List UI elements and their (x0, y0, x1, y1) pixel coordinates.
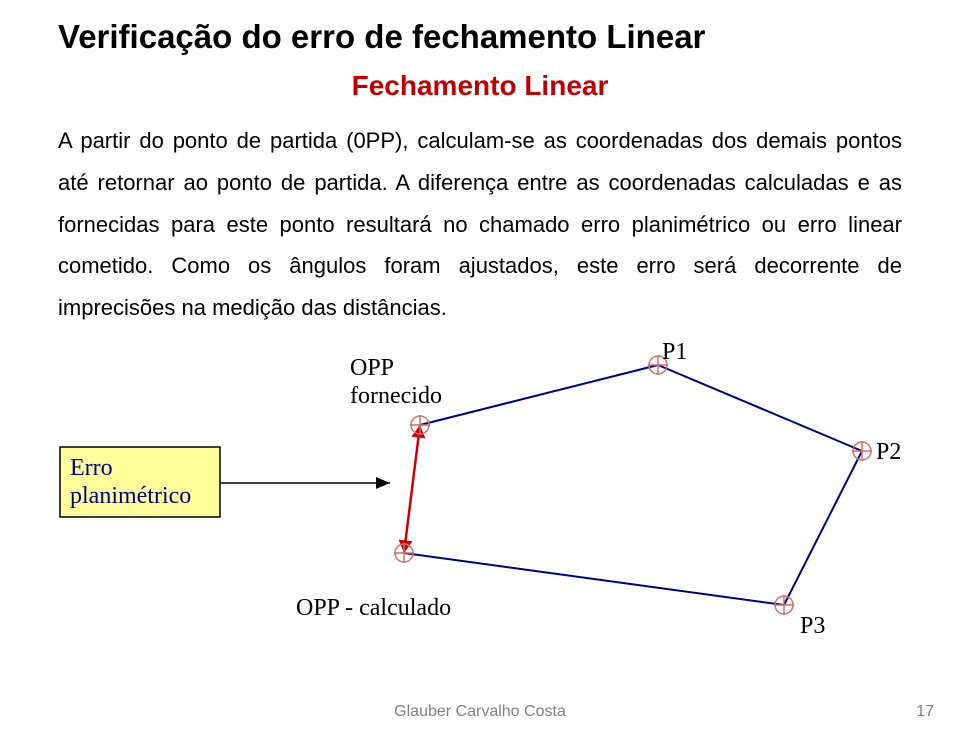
svg-text:Erro: Erro (70, 455, 113, 481)
svg-text:P1: P1 (662, 339, 687, 365)
svg-text:P2: P2 (876, 439, 901, 465)
svg-text:OPP - calculado: OPP - calculado (296, 595, 451, 621)
svg-text:P3: P3 (800, 613, 825, 639)
page-number: 17 (916, 703, 934, 721)
page-subtitle: Fechamento Linear (58, 70, 902, 102)
page-title: Verificação do erro de fechamento Linear (58, 18, 902, 56)
diagram-container: Erroplanimétrico OPPfornecido P1 P2 P3 OPP - … (58, 335, 902, 665)
svg-text:planimétrico: planimétrico (70, 483, 191, 509)
footer-author: Glauber Carvalho Costa (0, 703, 960, 721)
diagram-svg: Erroplanimétrico OPPfornecido P1 P2 P3 OPP - … (58, 335, 918, 655)
svg-text:fornecido: fornecido (350, 383, 442, 409)
body-paragraph: A partir do ponto de partida (0PP), calc… (58, 120, 902, 329)
svg-text:OPP: OPP (350, 355, 394, 381)
